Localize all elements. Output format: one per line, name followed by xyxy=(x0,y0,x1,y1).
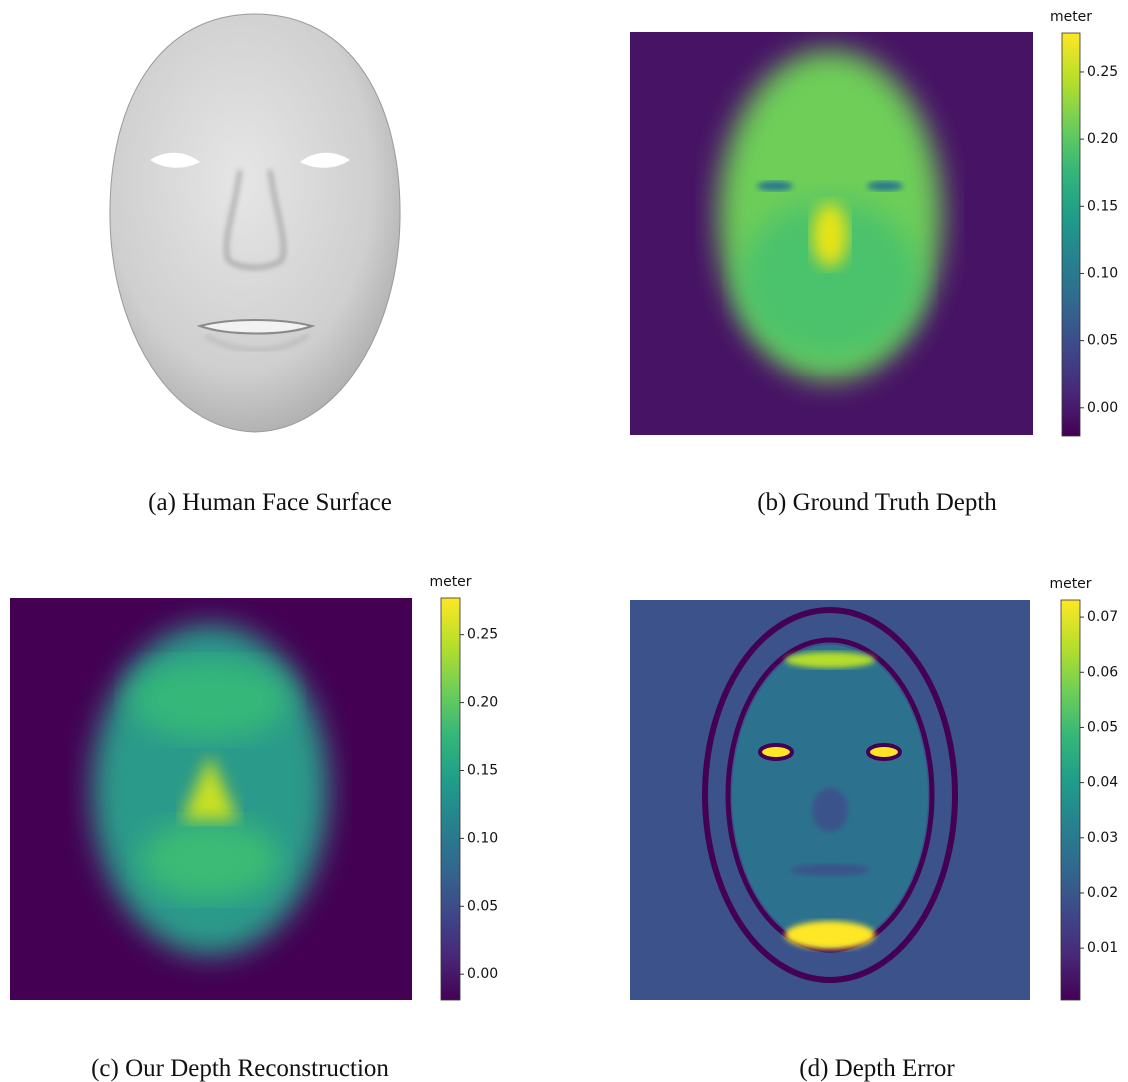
tick-label: 0.20 xyxy=(467,695,498,711)
figure: (a) Human Face Surface (b) Ground Truth … xyxy=(0,0,1128,1082)
caption: (b) Ground Truth Depth xyxy=(757,489,997,516)
tick-label: 0.25 xyxy=(467,627,498,643)
caption: (a) Human Face Surface xyxy=(148,489,392,516)
tick-label: 0.01 xyxy=(1087,940,1118,956)
tick-label: 0.03 xyxy=(1087,830,1118,846)
tick-label: 0.10 xyxy=(467,830,498,846)
tick-label: 0.15 xyxy=(1087,198,1118,214)
colorbar-label: meter xyxy=(1050,9,1092,25)
tick-label: 0.02 xyxy=(1087,885,1118,901)
tick-label: 0.20 xyxy=(1087,131,1118,147)
tick-label: 0.00 xyxy=(467,966,498,982)
tick-label: 0.00 xyxy=(1087,400,1118,416)
depth-heatmap xyxy=(630,32,1033,435)
colorbar xyxy=(1061,600,1080,1000)
caption: (d) Depth Error xyxy=(799,1055,955,1082)
tick-label: 0.05 xyxy=(467,898,498,914)
caption: (c) Our Depth Reconstruction xyxy=(91,1055,389,1082)
depth-heatmap xyxy=(10,598,412,1000)
error-heatmap xyxy=(630,600,1030,1000)
tick-label: 0.06 xyxy=(1087,664,1118,680)
face-render xyxy=(110,14,400,432)
colorbar-label: meter xyxy=(1049,576,1091,592)
tick-label: 0.25 xyxy=(1087,64,1118,80)
tick-label: 0.04 xyxy=(1087,775,1118,791)
colorbar xyxy=(1062,33,1080,436)
colorbar-label: meter xyxy=(429,574,471,590)
tick-label: 0.05 xyxy=(1087,333,1118,349)
tick-label: 0.15 xyxy=(467,762,498,778)
tick-label: 0.07 xyxy=(1087,609,1118,625)
tick-label: 0.10 xyxy=(1087,265,1118,281)
colorbar xyxy=(441,598,460,1000)
tick-label: 0.05 xyxy=(1087,719,1118,735)
